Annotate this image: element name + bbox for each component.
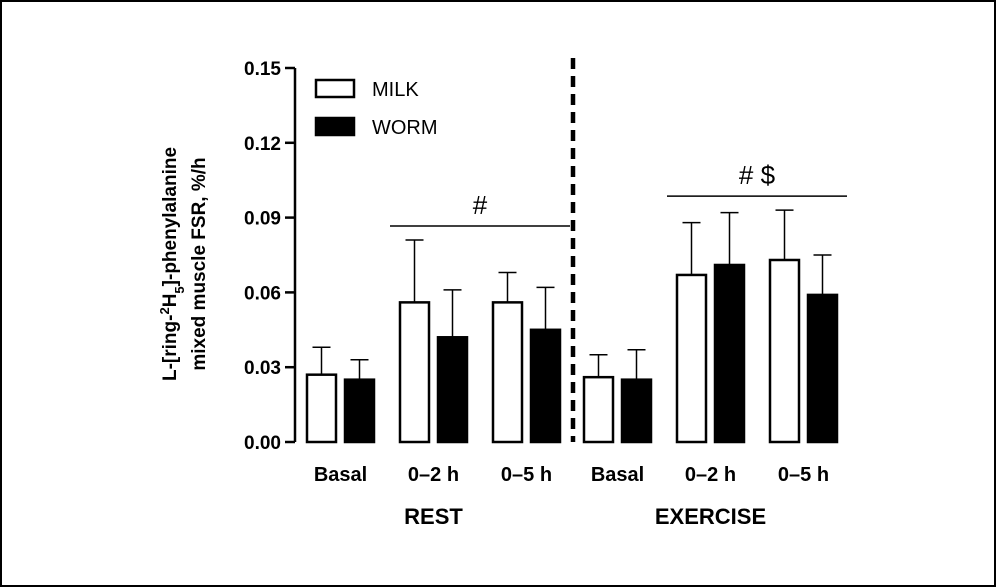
bar-milk	[491, 301, 524, 444]
y-axis-label: L-[ring-2H5]-phenylalanine mixed muscle …	[157, 147, 211, 381]
axes: 0.00 0.03 0.06 0.09 0.12 0.15 Basal 0–2 h 0–5 h R…	[244, 58, 829, 529]
legend-swatch-worm	[314, 116, 356, 137]
significance-label: #	[473, 190, 488, 220]
group-label: REST	[404, 504, 463, 529]
bar-worm	[713, 263, 746, 444]
annotations: # # $	[390, 160, 847, 227]
bar-worm	[620, 378, 653, 444]
x-tick-label: 0–5 h	[501, 464, 552, 486]
y-tick-label: 0.03	[244, 358, 281, 379]
legend-swatch-milk	[314, 78, 356, 99]
bar-milk	[305, 373, 338, 444]
group-label: EXERCISE	[655, 504, 766, 529]
x-tick-label: Basal	[314, 464, 367, 486]
y-axis-label-line1: L-[ring-2H5]-phenylalanine	[157, 147, 187, 381]
y-tick-label: 0.09	[244, 209, 281, 230]
legend: MILK WORM	[314, 78, 438, 139]
x-tick-label: Basal	[591, 464, 644, 486]
x-tick-label: 0–5 h	[778, 464, 829, 486]
y-tick-label: 0.12	[244, 134, 281, 155]
bar-worm	[436, 336, 469, 444]
bar-milk	[582, 375, 615, 444]
bar-milk	[398, 301, 431, 444]
legend-label-worm: WORM	[372, 117, 438, 139]
bar-worm	[343, 378, 376, 444]
bar-worm	[806, 293, 839, 444]
bar-milk	[768, 258, 801, 444]
bars	[305, 209, 839, 444]
legend-label-milk: MILK	[372, 79, 419, 101]
significance-label: # $	[739, 160, 776, 190]
y-tick-label: 0.00	[244, 433, 281, 454]
y-tick-label: 0.06	[244, 283, 281, 304]
x-tick-label: 0–2 h	[685, 464, 736, 486]
bar-worm	[529, 328, 562, 444]
bar-milk	[675, 273, 708, 444]
x-tick-label: 0–2 h	[408, 464, 459, 486]
y-axis-label-line2: mixed muscle FSR, %/h	[189, 157, 210, 370]
y-tick-label: 0.15	[244, 59, 281, 80]
